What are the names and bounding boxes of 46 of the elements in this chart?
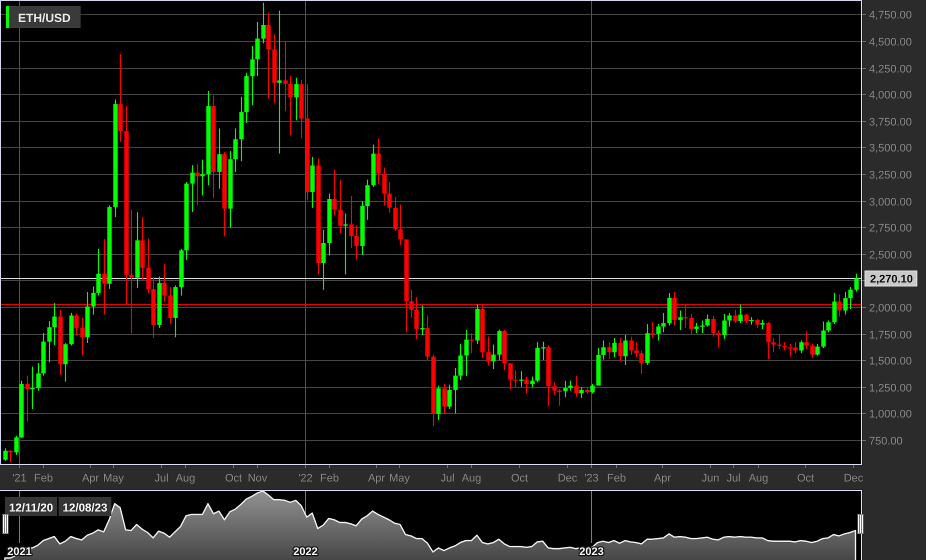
legend-label: ETH/USD	[18, 11, 72, 25]
x-tick-label: Oct	[224, 472, 242, 484]
x-tick-label: '21	[12, 472, 27, 484]
x-tick-label: Jul	[154, 472, 169, 484]
y-tick-label: 3,500.00	[869, 142, 912, 154]
y-tick-label: 2,000.00	[869, 302, 912, 314]
x-tick-label: Oct	[796, 472, 814, 484]
y-tick-label: 1,750.00	[869, 330, 912, 342]
x-tick-label: '23	[584, 472, 599, 484]
x-tick-label: '22	[298, 472, 313, 484]
x-tick-label: 2022	[293, 546, 318, 558]
x-tick-label: Apr	[368, 472, 386, 484]
x-tick-label: Feb	[34, 472, 53, 484]
x-tick-label: Dec	[844, 472, 864, 484]
y-tick-label: 3,750.00	[869, 116, 912, 128]
y-tick-label: 1,000.00	[869, 408, 912, 420]
y-tick-label: 2,500.00	[869, 250, 912, 262]
annotation: 12/11/20	[9, 502, 54, 514]
x-tick-label: Apr	[654, 472, 672, 484]
y-tick-label: 1,500.00	[869, 356, 912, 368]
ref-line-label: 2,270.10	[870, 274, 913, 286]
y-tick-label: 750.00	[869, 436, 903, 448]
x-tick-label: May	[389, 472, 410, 484]
x-tick-label: Jul	[726, 472, 741, 484]
x-tick-label: Apr	[82, 472, 100, 484]
x-tick-label: Dec	[558, 472, 578, 484]
y-tick-label: 3,000.00	[869, 196, 912, 208]
x-tick-label: Aug	[176, 472, 196, 484]
x-tick-label: Aug	[748, 472, 768, 484]
y-tick-label: 3,250.00	[869, 170, 912, 182]
x-tick-label: Feb	[320, 472, 339, 484]
x-tick-label: Aug	[462, 472, 482, 484]
y-tick-label: 4,000.00	[869, 90, 912, 102]
x-tick-label: Nov	[248, 472, 268, 484]
x-tick-label: 2023	[579, 546, 604, 558]
x-tick-label: Oct	[510, 472, 528, 484]
annotation: 12/08/23	[62, 502, 108, 514]
y-tick-label: 1,250.00	[869, 382, 912, 394]
x-tick-label: Jul	[440, 472, 455, 484]
y-tick-label: 4,250.00	[869, 64, 912, 76]
x-tick-label: May	[103, 472, 124, 484]
x-tick-label: Jun	[702, 472, 720, 484]
y-tick-label: 4,750.00	[869, 10, 912, 22]
x-tick-label: Feb	[607, 472, 626, 484]
y-tick-label: 4,500.00	[869, 36, 912, 48]
y-tick-label: 2,750.00	[869, 222, 912, 234]
